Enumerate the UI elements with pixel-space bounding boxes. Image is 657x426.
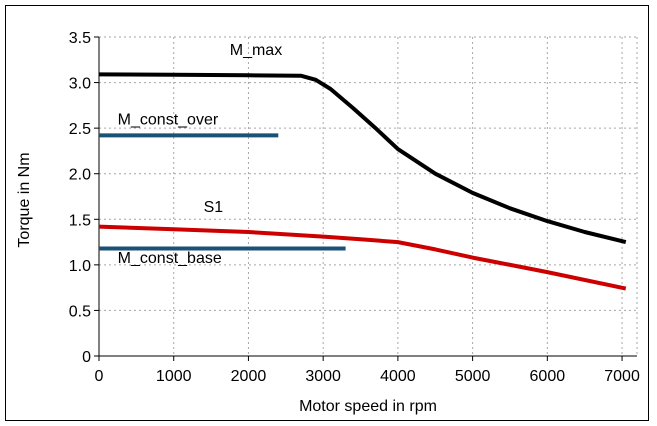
series-label-m-const-base: M_const_base	[118, 250, 222, 267]
x-tick-label: 2000	[231, 368, 267, 385]
x-tick-label: 0	[95, 368, 104, 385]
y-tick-label: 3.5	[69, 30, 91, 47]
y-tick-label: 2.5	[69, 121, 91, 138]
y-axis-title: Torque in Nm	[16, 152, 33, 247]
series-line-s1	[98, 224, 627, 291]
x-tick-label: 6000	[530, 368, 566, 385]
y-tick-label: 0.5	[69, 303, 91, 320]
series-label-m-const-over: M_const_over	[118, 111, 219, 128]
series-label-s1: S1	[204, 199, 224, 216]
y-tick-label: 1.5	[69, 212, 91, 229]
y-tick-label: 3.0	[69, 76, 91, 93]
series-labels: M_max M_const_over S1 M_const_base	[118, 42, 283, 267]
x-axis-title: Motor speed in rpm	[299, 398, 437, 415]
x-tick-label: 3000	[305, 368, 341, 385]
x-tick-label: 5000	[455, 368, 491, 385]
x-tick-label: 4000	[380, 368, 416, 385]
x-tick-label: 1000	[156, 368, 192, 385]
y-tick-label: 0	[82, 349, 91, 366]
series-label-m-max: M_max	[230, 42, 282, 59]
x-tick-label: 7000	[604, 368, 640, 385]
grid	[99, 36, 638, 356]
axes: 0 1000 2000 3000 4000 5000 6000 7000 0 0.5 1.0 1.5 2…	[69, 30, 640, 385]
series-lines	[98, 72, 627, 291]
series-line-m-max	[98, 72, 627, 245]
y-tick-label: 1.0	[69, 258, 91, 275]
y-tick-label: 2.0	[69, 167, 91, 184]
